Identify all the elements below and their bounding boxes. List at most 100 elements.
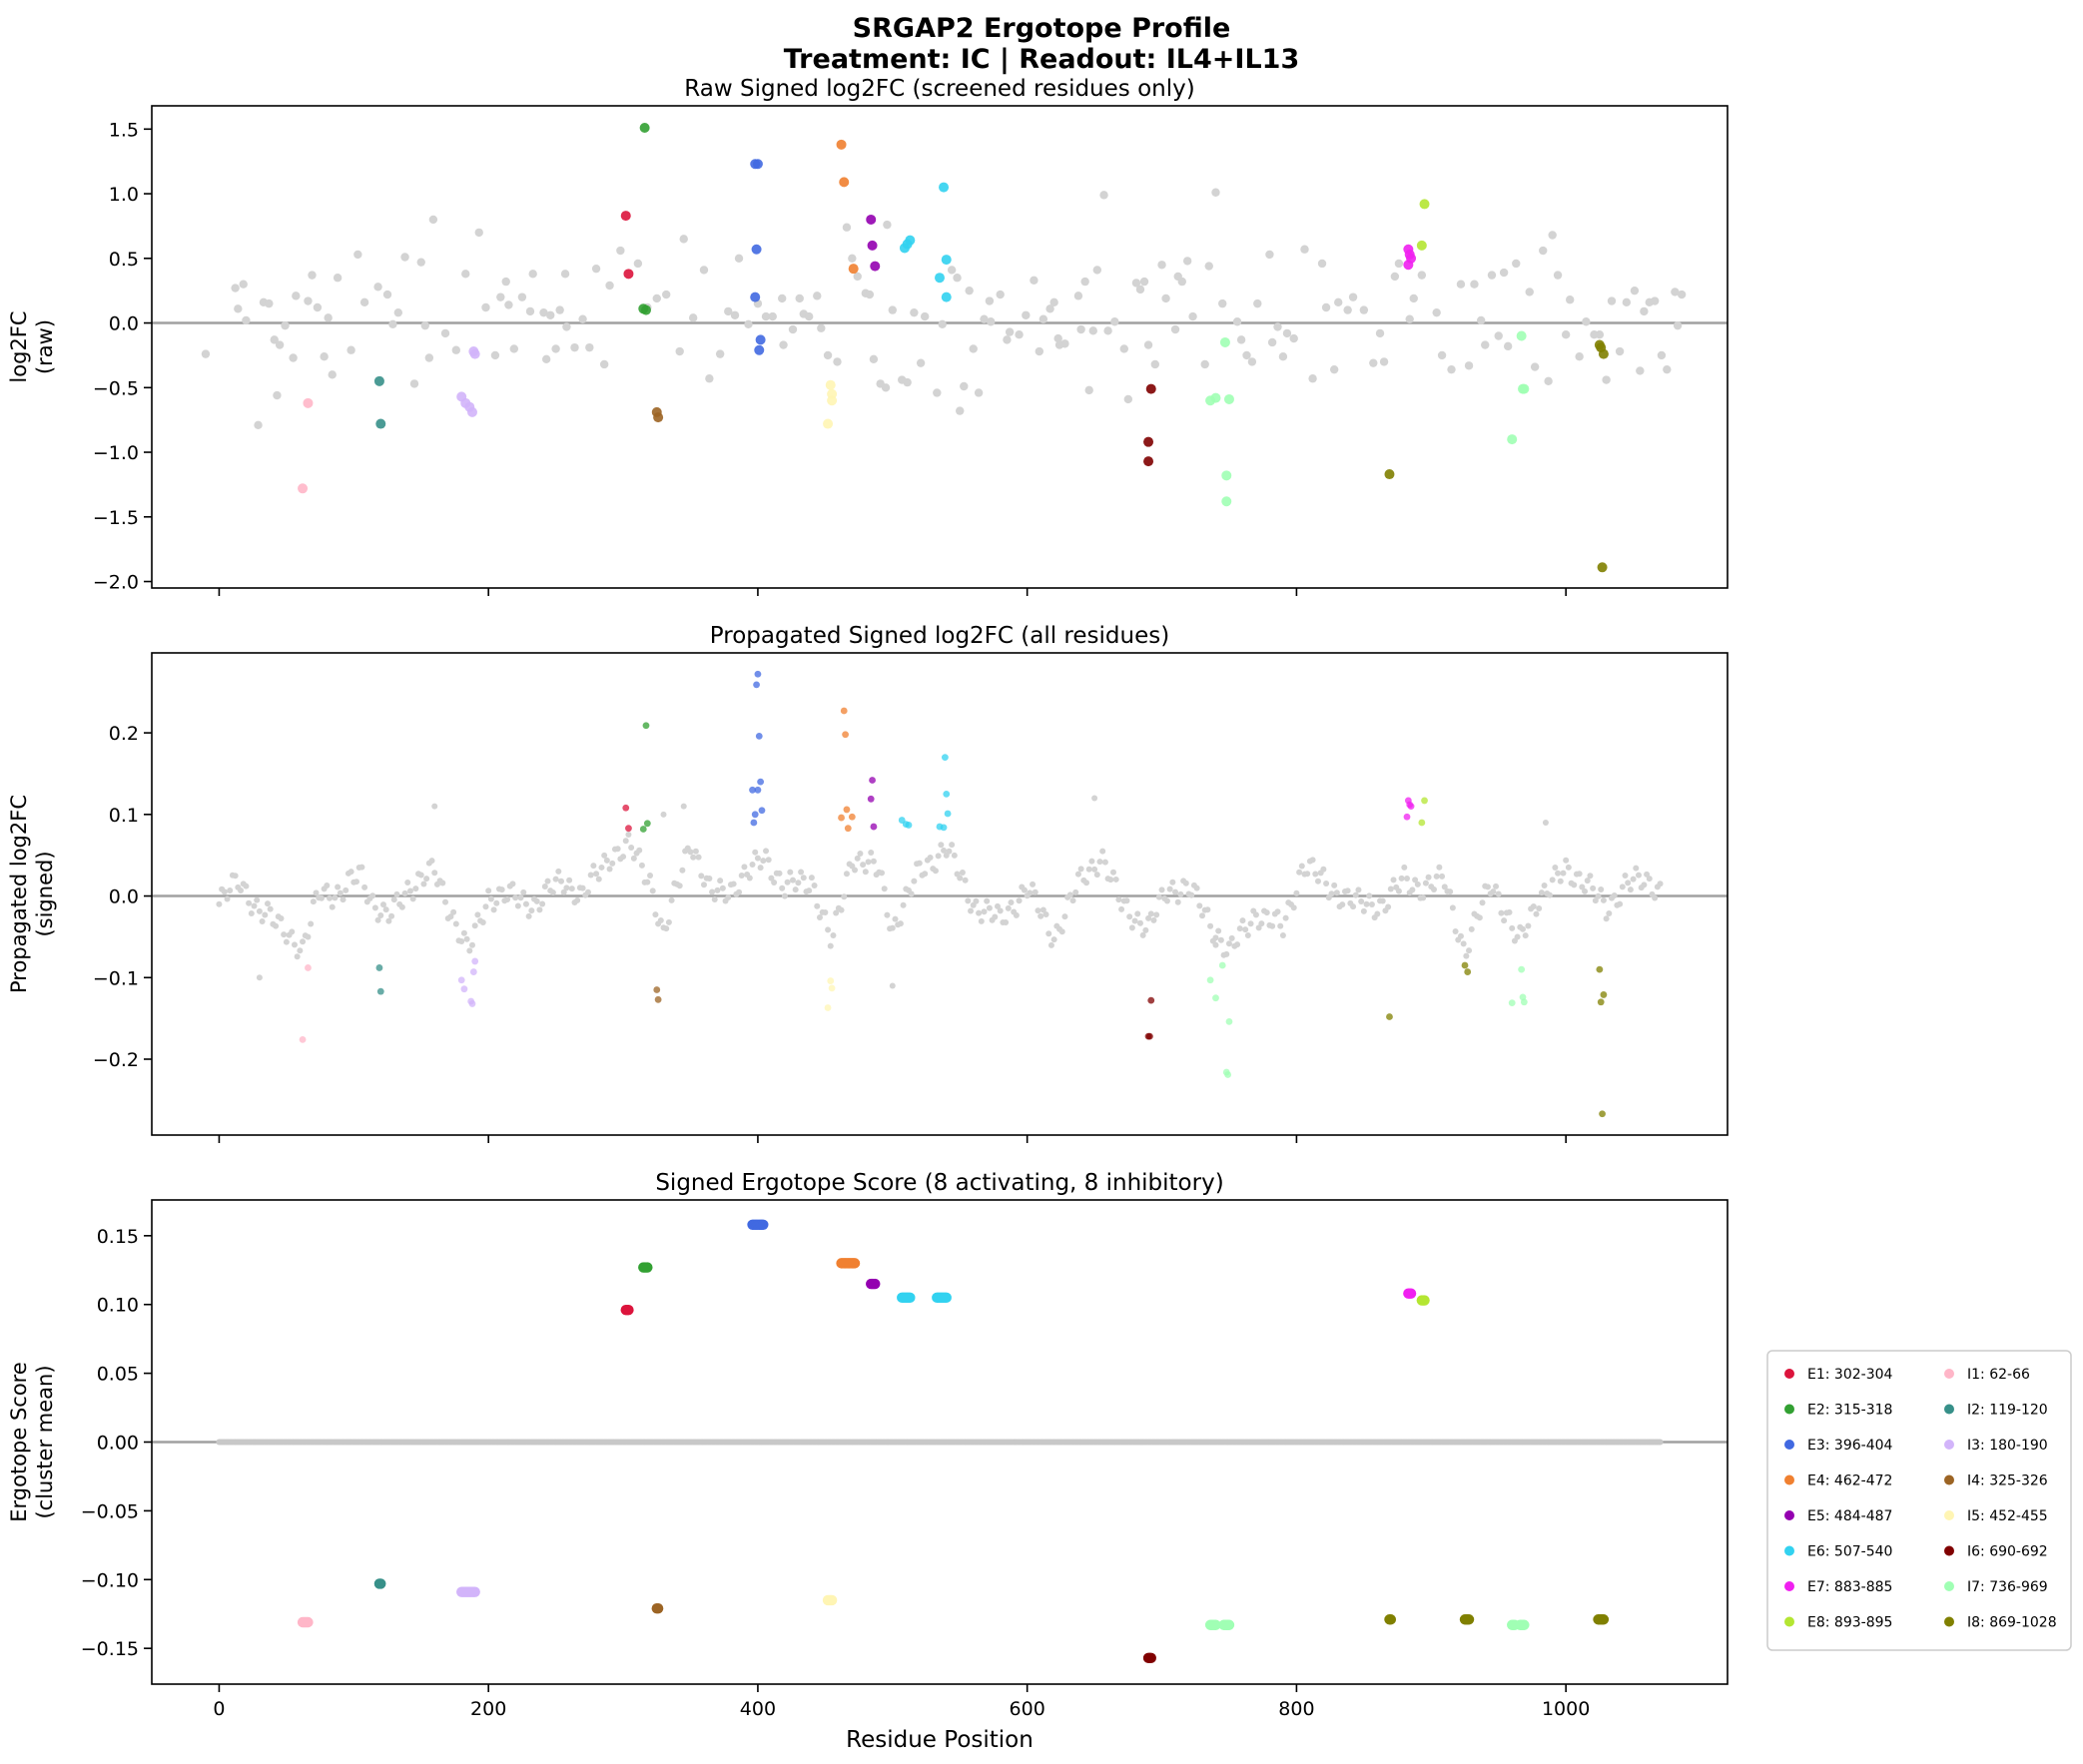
background-point (313, 889, 320, 896)
background-point (908, 890, 915, 897)
background-point (706, 876, 713, 882)
cluster-point (1419, 1295, 1430, 1306)
background-point (1049, 297, 1058, 307)
background-point (560, 270, 570, 279)
background-point (969, 344, 978, 353)
background-point (424, 353, 434, 362)
background-point (398, 903, 405, 910)
cluster-point (826, 1594, 838, 1606)
background-point (1282, 328, 1292, 338)
background-point (546, 310, 555, 319)
background-point (1042, 910, 1049, 917)
cluster-point (941, 255, 952, 266)
background-point (1390, 877, 1397, 883)
background-point (860, 862, 867, 869)
background-point (719, 884, 726, 891)
background-point (369, 892, 376, 899)
legend-label: I8: 869-1028 (1967, 1615, 2057, 1631)
background-point (496, 293, 505, 301)
background-point (490, 906, 497, 913)
cluster-points (653, 986, 662, 1003)
background-point (265, 298, 274, 308)
background-point (1040, 906, 1046, 913)
background-point (992, 913, 999, 920)
background-point (1582, 887, 1589, 894)
y-tick-label: 0.00 (97, 1433, 139, 1455)
legend-marker (1944, 1581, 1954, 1591)
cluster-points (838, 707, 856, 833)
background-point (1193, 884, 1200, 891)
background-point (1640, 306, 1649, 316)
background-point (1644, 871, 1651, 878)
background-point (675, 346, 684, 356)
background-point (1204, 906, 1211, 913)
background-point (431, 803, 438, 810)
cluster-points (456, 346, 480, 417)
cluster-point (1223, 1619, 1235, 1630)
cluster-point (749, 786, 756, 794)
cluster-point (943, 790, 951, 798)
background-point (1212, 941, 1219, 948)
background-point (1544, 376, 1553, 386)
cluster-point (940, 824, 948, 832)
background-point (644, 879, 651, 885)
cluster-point (824, 1004, 832, 1011)
background-point (1196, 902, 1203, 909)
background-point (838, 906, 845, 913)
x-tick-label: 0 (213, 1698, 225, 1720)
background-point (879, 870, 886, 877)
background-point (1501, 917, 1508, 924)
background-point (1611, 891, 1618, 898)
cluster-point (1384, 469, 1395, 480)
background-point (347, 869, 354, 876)
cluster-point (757, 778, 765, 786)
background-point (869, 354, 879, 364)
background-point (1412, 877, 1419, 883)
background-point (1223, 950, 1230, 957)
cluster-point (373, 375, 384, 386)
background-point (922, 871, 929, 878)
cluster-point (653, 986, 661, 993)
background-point (633, 259, 643, 269)
y-tick-label: −0.05 (81, 1500, 139, 1522)
background-point (652, 294, 661, 303)
background-point (406, 887, 413, 894)
cluster-points (1418, 797, 1428, 827)
background-point (1263, 909, 1270, 916)
background-point (1267, 337, 1277, 347)
background-point (778, 294, 787, 303)
legend-label: E8: 893-895 (1807, 1615, 1892, 1631)
background-point (1182, 880, 1189, 886)
background-point (903, 377, 912, 387)
background-point (736, 888, 743, 895)
background-point (329, 903, 336, 910)
cluster-point (303, 1616, 314, 1628)
background-point (1236, 335, 1246, 344)
cluster-point (1461, 961, 1469, 969)
legend-marker (1944, 1404, 1954, 1415)
background-point (1027, 889, 1034, 896)
background-point (628, 844, 635, 851)
y-tick-label: 0.15 (97, 1226, 139, 1248)
background-point (563, 884, 570, 891)
background-point (630, 855, 637, 862)
background-point (1136, 919, 1143, 926)
background-point (1552, 864, 1559, 871)
cluster-points (1416, 1295, 1430, 1306)
cluster-point (1221, 496, 1232, 507)
background-point (359, 297, 369, 307)
legend-item: E1: 302-304 (1784, 1367, 1893, 1383)
cluster-point (755, 334, 766, 345)
cluster-points (620, 211, 634, 280)
background-point (428, 215, 438, 225)
cluster-point (870, 1278, 881, 1290)
legend-box (1766, 1350, 2072, 1651)
background-point (598, 864, 605, 871)
background-point (1548, 231, 1557, 240)
cluster-point (1416, 240, 1427, 251)
background-point (690, 854, 697, 861)
cluster-point (1143, 456, 1154, 467)
background-point (1188, 891, 1195, 898)
background-point (541, 354, 551, 364)
background-point (889, 982, 896, 989)
